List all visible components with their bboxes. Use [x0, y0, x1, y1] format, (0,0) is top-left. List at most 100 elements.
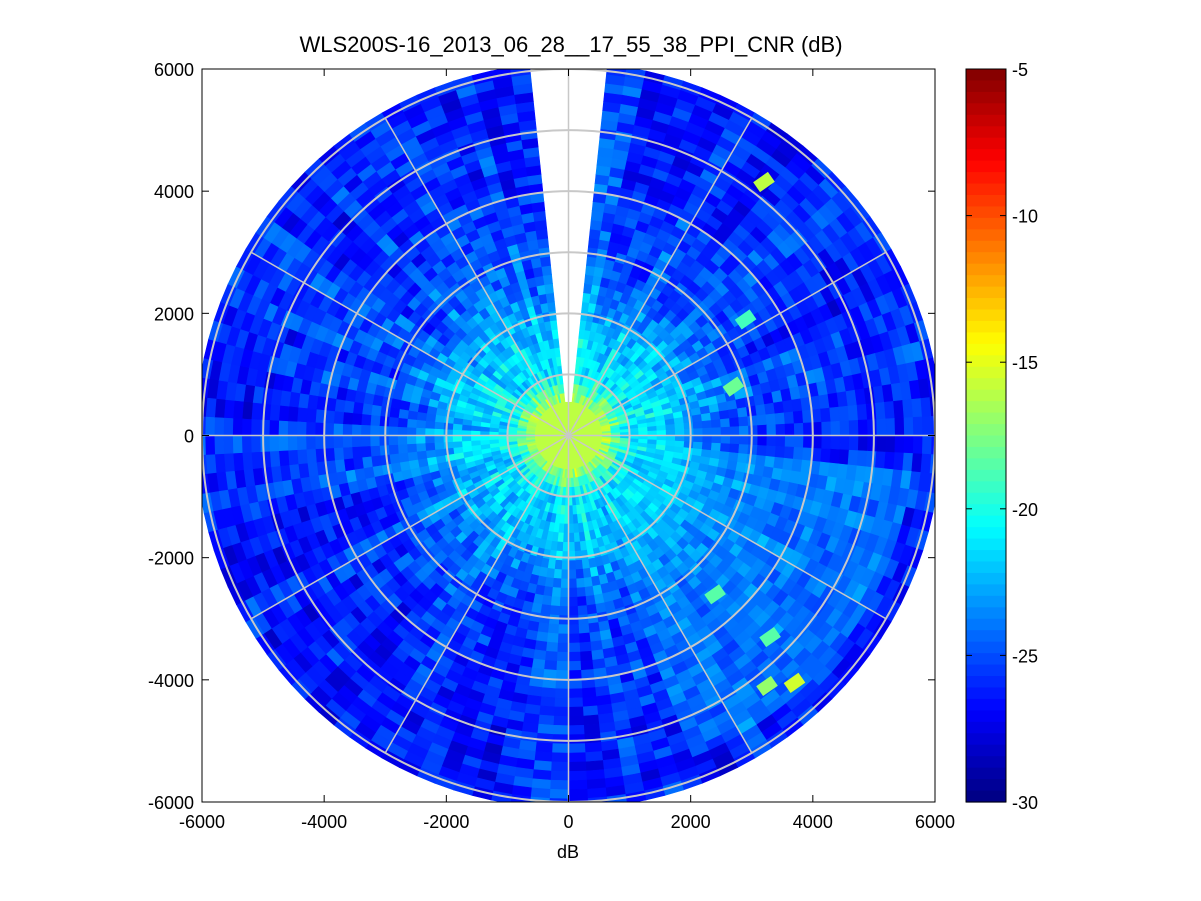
cnr-cell [773, 401, 785, 415]
cnr-cell [748, 435, 759, 446]
cnr-cell [552, 337, 560, 349]
cnr-cell [378, 435, 389, 446]
cnr-cell [729, 443, 740, 454]
cnr-cell [579, 650, 593, 662]
cnr-cell [550, 596, 561, 607]
cnr-cell [856, 450, 868, 468]
cnr-cell [545, 292, 555, 304]
colorbar-step [966, 252, 1006, 265]
colorbar-step [966, 561, 1006, 574]
cnr-cell [561, 551, 569, 562]
cnr-cell [342, 423, 353, 436]
cnr-cell [568, 798, 589, 802]
colorbar-gradient [966, 69, 1006, 803]
cnr-cell [470, 439, 481, 447]
colorbar-step [966, 779, 1006, 792]
cnr-cell [839, 420, 850, 436]
colorbar-step [966, 183, 1006, 196]
cnr-cell [684, 435, 695, 443]
cnr-cell [205, 397, 217, 418]
cnr-cell [241, 451, 253, 470]
cnr-cell [530, 787, 551, 799]
cnr-cell [574, 559, 583, 571]
cnr-cell [583, 723, 601, 735]
cnr-cell [314, 435, 325, 450]
cnr-cell [424, 427, 435, 436]
cnr-cell [250, 418, 261, 436]
colorbar-step [966, 676, 1006, 689]
cnr-cell [470, 435, 481, 441]
cnr-cell [223, 417, 234, 436]
cnr-cell [568, 734, 585, 745]
colorbar-step [966, 767, 1006, 780]
cnr-cell [874, 451, 887, 470]
cnr-cell [360, 445, 372, 458]
cnr-hotspot [753, 171, 775, 193]
cnr-cell [549, 319, 558, 331]
cnr-cell [573, 532, 581, 543]
colorbar-step [966, 584, 1006, 597]
cnr-cell [876, 435, 887, 453]
cnr-cell [397, 426, 408, 436]
cnr-cell [552, 734, 569, 745]
cnr-cell [902, 399, 914, 419]
cnr-cell [223, 452, 235, 472]
colorbar-step [966, 469, 1006, 482]
cnr-cell [442, 435, 453, 443]
cnr-cell [585, 769, 605, 781]
y-tick-label: 2000 [154, 304, 194, 324]
cnr-cell [581, 558, 590, 570]
cnr-cell [360, 424, 371, 436]
cnr-cell [551, 743, 569, 754]
cnr-cell [582, 567, 592, 579]
cnr-cell [568, 779, 588, 791]
cnr-cell [674, 429, 685, 436]
cnr-cell [360, 413, 372, 426]
cnr-cell [204, 435, 216, 455]
cnr-cell [461, 435, 472, 442]
cnr-cell [718, 409, 730, 420]
cnr-cell [720, 418, 731, 428]
cnr-cell [433, 441, 445, 450]
cnr-cell [720, 443, 731, 453]
cnr-cell [260, 402, 272, 421]
cnr-cell [729, 417, 740, 428]
cnr-cell [560, 578, 569, 589]
cnr-cell [416, 450, 428, 460]
cnr-cell [572, 523, 580, 534]
cnr-cell [830, 420, 841, 436]
cnr-cell [352, 401, 364, 415]
cnr-cell [387, 435, 399, 446]
cnr-cell [241, 435, 252, 453]
cnr-cell [406, 426, 417, 436]
cnr-cell [537, 237, 550, 249]
cnr-cell [296, 406, 308, 423]
cnr-cell [546, 632, 559, 644]
cnr-cell [342, 435, 353, 448]
cnr-cell [232, 452, 244, 471]
cnr-cell [894, 435, 905, 454]
cnr-cell [443, 447, 455, 456]
cnr-cell [241, 418, 252, 436]
colorbar-step [966, 240, 1006, 253]
cnr-cell [568, 697, 584, 708]
colorbar-step [966, 698, 1006, 711]
cnr-cell [287, 405, 299, 422]
colorbar-step [966, 69, 1006, 82]
cnr-cell [756, 445, 768, 457]
colorbar-step [966, 424, 1006, 437]
spoke-line [567, 435, 753, 754]
cnr-cell [773, 456, 785, 470]
colorbar-step [966, 458, 1006, 471]
cnr-cell [548, 798, 569, 802]
cnr-cell [415, 435, 426, 444]
cnr-cell [250, 451, 263, 470]
colorbar-step [966, 229, 1006, 242]
cnr-cell [577, 605, 588, 616]
colorbar-tick-label: -10 [1012, 207, 1038, 227]
cnr-cell [885, 435, 896, 453]
cnr-cell [534, 751, 553, 763]
cnr-cell [287, 420, 298, 436]
cnr-cell [333, 447, 345, 461]
x-tick-label: 4000 [793, 812, 833, 832]
